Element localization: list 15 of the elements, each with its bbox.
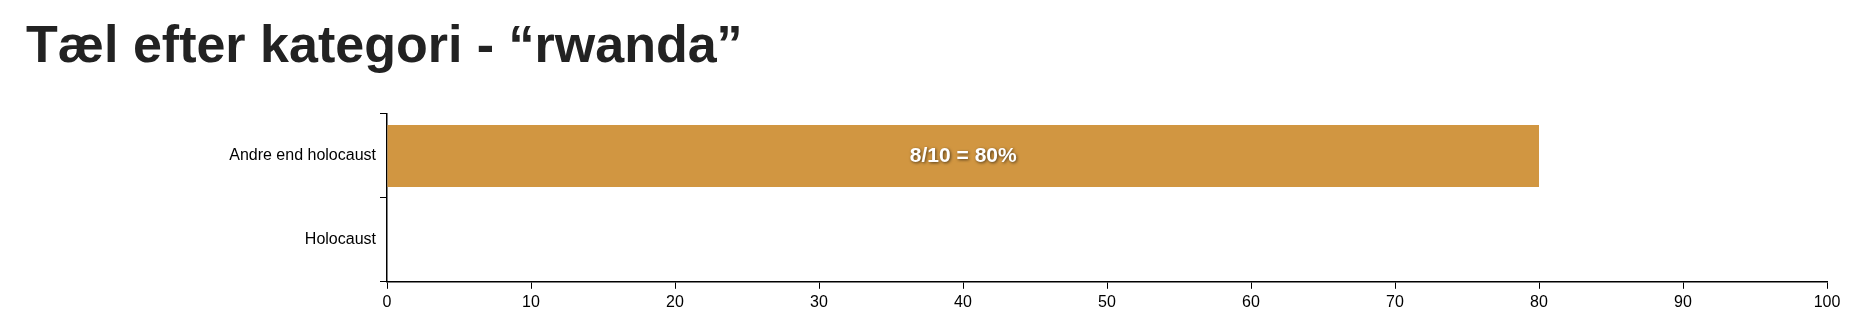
y-tick-label: Andre end holocaust (229, 146, 377, 164)
x-tick-label: 50 (1098, 292, 1116, 310)
x-tick-label: 40 (954, 292, 972, 310)
x-tick-label: 80 (1530, 292, 1548, 310)
x-tick-label: 0 (382, 292, 392, 310)
x-tick-label: 100 (1813, 292, 1841, 310)
x-tick-label: 70 (1386, 292, 1404, 310)
x-tick-label: 20 (666, 292, 684, 310)
chart-title: Tæl efter kategori - “rwanda” (26, 14, 743, 74)
data-label: 8/10 = 80% (909, 142, 1017, 166)
x-tick-label: 10 (522, 292, 540, 310)
y-tick-label: Holocaust (304, 230, 377, 248)
x-tick-label: 90 (1674, 292, 1692, 310)
x-tick-label: 30 (810, 292, 828, 310)
x-tick-label: 60 (1242, 292, 1260, 310)
